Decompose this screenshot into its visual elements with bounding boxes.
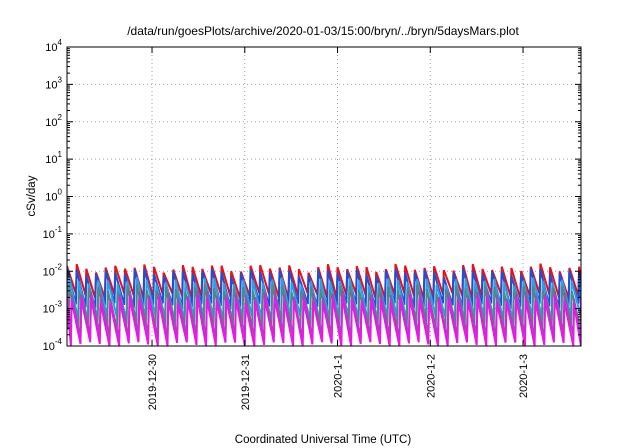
- y-tick-label: 103: [45, 75, 62, 91]
- y-tick-label: 101: [45, 150, 62, 166]
- y-tick-label: 100: [45, 188, 62, 204]
- x-tick-label: 2019-12-31: [240, 354, 252, 410]
- grid-layer: [67, 47, 581, 346]
- chart-title: /data/run/goesPlots/archive/2020-01-03/1…: [127, 24, 519, 38]
- x-tick-label: 2020-1-3: [518, 354, 530, 398]
- x-axis-label: Coordinated Universal Time (UTC): [235, 434, 412, 446]
- label-layer: 10-4 10-3 10-2 10-1 100 101 102 103 104 2019-12-3…: [43, 38, 530, 410]
- y-axis-label: cSv/day: [26, 175, 38, 216]
- y-tick-label: 10-4: [43, 337, 63, 353]
- y-tick-label: 10-1: [43, 225, 63, 241]
- series-line-5: [67, 289, 581, 340]
- series-line-6: [67, 294, 581, 346]
- series-line-3: [67, 276, 581, 322]
- x-tick-label: 2020-1-1: [333, 354, 345, 398]
- x-tick-label: 2020-1-2: [425, 354, 437, 398]
- tick-layer: [67, 46, 581, 347]
- y-tick-label: 104: [45, 38, 62, 54]
- x-tick-label: 2019-12-30: [147, 354, 159, 410]
- series-layer: [67, 263, 581, 346]
- y-tick-label: 10-2: [43, 262, 63, 278]
- y-tick-label: 10-3: [43, 300, 63, 316]
- y-tick-label: 102: [45, 113, 62, 129]
